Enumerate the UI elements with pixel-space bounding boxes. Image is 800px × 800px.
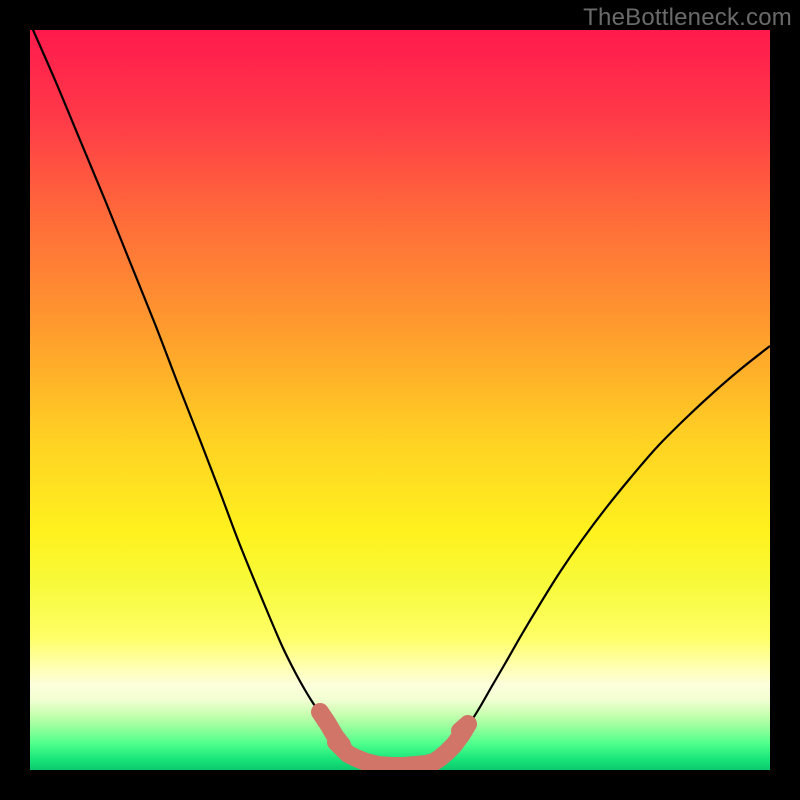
watermark-text: TheBottleneck.com	[583, 4, 792, 32]
plot-area	[30, 30, 770, 770]
chart-frame: TheBottleneck.com	[0, 0, 800, 800]
bottleneck-chart	[0, 0, 800, 800]
